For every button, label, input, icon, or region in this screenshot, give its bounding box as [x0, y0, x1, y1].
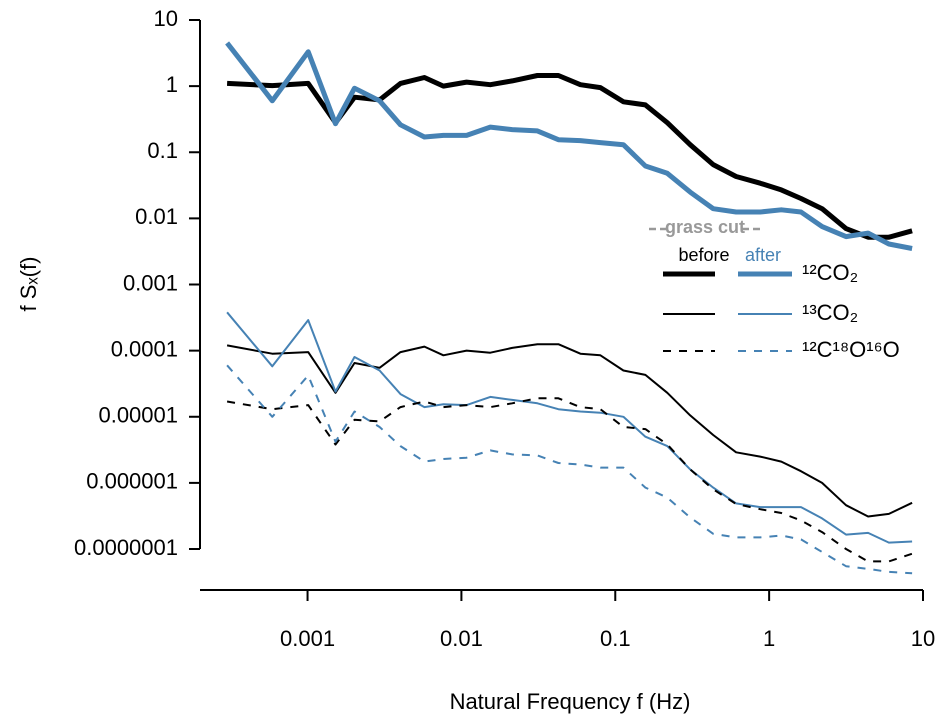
y-tick-label: 0.0000001 [74, 535, 178, 560]
y-tick-label: 0.0001 [111, 336, 178, 361]
x-tick-label: 0.01 [440, 626, 483, 651]
series-line [225, 41, 913, 251]
x-tick-label: 0.001 [280, 626, 335, 651]
y-tick-label: 0.000001 [86, 469, 178, 494]
legend-group: before [678, 245, 729, 265]
series-line [226, 311, 913, 544]
y-tick-label: 0.00001 [98, 403, 178, 428]
legend-group: after [745, 245, 781, 265]
legend-title: grass cut [665, 217, 745, 237]
series-line [226, 73, 913, 240]
x-tick-label: 0.1 [600, 626, 631, 651]
x-axis-label: Natural Frequency f (Hz) [450, 689, 691, 714]
x-tick-label: 1 [763, 626, 775, 651]
y-tick-label: 1 [166, 72, 178, 97]
series-line [226, 343, 913, 518]
y-axis-label: f Sₓ(f) [16, 257, 41, 312]
legend-label: ¹²CO₂ [802, 260, 858, 285]
legend-label: ¹²C¹⁸O¹⁶O [802, 337, 900, 362]
y-tick-label: 0.1 [147, 138, 178, 163]
x-tick-label: 10 [911, 626, 935, 651]
series-line [226, 397, 913, 563]
series-line [226, 364, 913, 575]
y-tick-label: 10 [154, 6, 178, 31]
y-tick-label: 0.01 [135, 204, 178, 229]
legend-label: ¹³CO₂ [802, 300, 858, 325]
y-tick-label: 0.001 [123, 270, 178, 295]
